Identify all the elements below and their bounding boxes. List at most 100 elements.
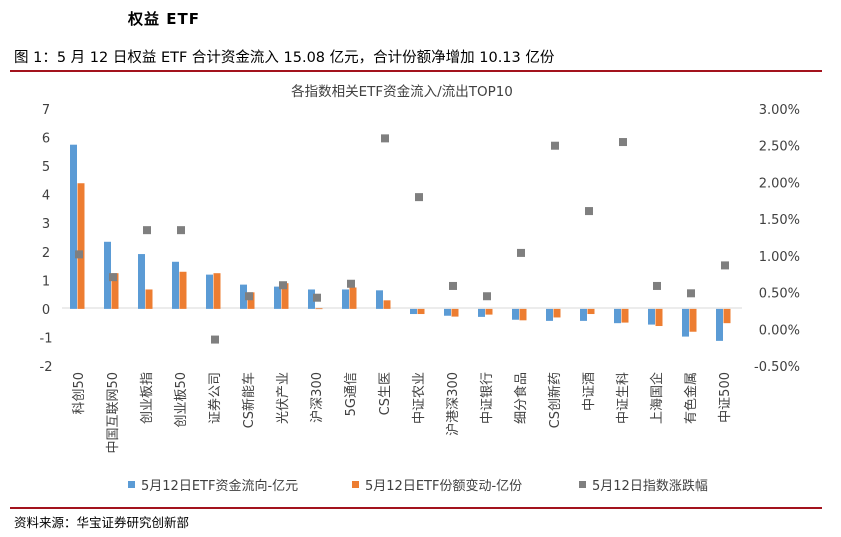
legend-label: 5月12日ETF资金流向-亿元 xyxy=(141,478,298,494)
share-change-bar xyxy=(281,283,289,309)
index-change-point xyxy=(449,281,457,290)
left-tick-label: 6 xyxy=(42,132,50,147)
category-label: 细分食品 xyxy=(513,372,529,424)
index-change-point xyxy=(483,292,491,301)
left-tick-label: 3 xyxy=(42,217,50,232)
fund-flow-bar xyxy=(274,286,281,309)
index-change-point xyxy=(653,281,661,290)
right-axis: -0.50% 0.00% 0.50% 1.00% 1.50% 2.00% 2.50% 3.00… xyxy=(754,103,800,375)
left-tick-label: 4 xyxy=(42,189,50,204)
index-change-point xyxy=(75,250,83,259)
index-change-point xyxy=(585,207,593,216)
fund-flow-bar xyxy=(342,289,349,309)
fund-flow-bar xyxy=(410,308,417,315)
fund-flow-bar xyxy=(682,308,689,337)
fund-flow-bar xyxy=(376,290,383,309)
left-tick-label: -1 xyxy=(40,331,53,346)
share-change-bar xyxy=(349,287,357,309)
left-axis: -2 -1 0 1 2 3 4 5 6 7 xyxy=(40,103,53,375)
share-change-bar xyxy=(553,308,561,318)
fund-flow-bar xyxy=(240,284,247,309)
legend-swatch xyxy=(579,481,586,488)
right-tick-label: 1.00% xyxy=(759,250,800,265)
right-tick-label: 1.50% xyxy=(759,213,800,228)
index-change-point xyxy=(347,279,355,288)
legend-label: 5月12日ETF份额变动-亿份 xyxy=(365,478,522,494)
share-change-bar xyxy=(383,300,391,309)
category-label: 有色金属 xyxy=(683,372,699,424)
top-rule xyxy=(10,70,822,72)
share-change-bar xyxy=(77,183,85,309)
fund-flow-bar xyxy=(206,274,213,309)
index-change-point xyxy=(313,293,321,302)
share-change-bar xyxy=(451,308,459,317)
left-tick-label: 0 xyxy=(42,303,50,318)
index-change-point xyxy=(619,138,627,147)
category-label: 中证农业 xyxy=(412,372,427,424)
right-tick-label: 0.00% xyxy=(759,323,800,338)
legend-label: 5月12日指数涨跌幅 xyxy=(592,478,708,494)
index-change-point xyxy=(245,292,253,301)
index-change-point xyxy=(177,226,185,235)
share-change-bar xyxy=(485,308,493,315)
index-change-point xyxy=(415,193,423,202)
category-label: 创业板指 xyxy=(140,372,155,424)
fund-flow-bar xyxy=(444,308,451,316)
share-change-bar xyxy=(723,308,731,324)
left-tick-label: 5 xyxy=(42,160,50,175)
right-tick-label: -0.50% xyxy=(754,360,800,375)
right-tick-label: 2.50% xyxy=(759,140,800,155)
index-change-point xyxy=(381,134,389,143)
category-label: 中证酒 xyxy=(582,372,597,411)
bar-series xyxy=(70,144,731,341)
fund-flow-bar xyxy=(648,308,655,325)
left-tick-label: -2 xyxy=(40,360,53,375)
right-tick-label: 3.00% xyxy=(759,103,800,118)
fund-flow-bar xyxy=(546,308,553,321)
index-change-point xyxy=(143,226,151,235)
category-label: CS新能车 xyxy=(241,372,257,428)
share-change-bar xyxy=(111,273,119,309)
fund-flow-bar xyxy=(614,308,621,324)
right-tick-label: 2.00% xyxy=(759,176,800,191)
index-change-point xyxy=(721,261,729,270)
fund-flow-bar xyxy=(138,254,145,309)
index-change-point xyxy=(279,281,287,290)
scatter-series xyxy=(75,134,729,344)
share-change-bar xyxy=(213,273,221,309)
chart-title: 各指数相关ETF资金流入/流出TOP10 xyxy=(291,84,513,100)
share-change-bar xyxy=(689,308,697,332)
category-label: CS生医 xyxy=(378,372,393,415)
index-change-point xyxy=(687,289,695,298)
category-label: 中证500 xyxy=(718,372,733,423)
left-tick-label: 2 xyxy=(42,246,50,261)
share-change-bar xyxy=(247,292,255,309)
fund-flow-bar xyxy=(70,144,77,309)
legend: 5月12日ETF资金流向-亿元 5月12日ETF份额变动-亿份 5月12日指数涨跌幅 xyxy=(128,478,708,494)
fund-flow-bar xyxy=(716,308,723,341)
index-change-point xyxy=(109,273,117,282)
category-label: 创业板50 xyxy=(174,372,189,428)
fund-flow-bar xyxy=(172,261,179,309)
category-label: 中国互联网50 xyxy=(106,372,121,454)
share-change-bar xyxy=(315,308,323,310)
category-label: 中证生科 xyxy=(616,372,631,424)
category-label: 证券公司 xyxy=(207,372,223,424)
share-change-bar xyxy=(621,308,629,323)
right-tick-label: 0.50% xyxy=(759,287,800,302)
share-change-bar xyxy=(179,271,187,309)
category-label: 上海国企 xyxy=(649,372,665,424)
category-label: 沪港深300 xyxy=(445,372,461,436)
share-change-bar xyxy=(587,308,595,315)
fund-flow-bar xyxy=(308,289,315,309)
fund-flow-bar xyxy=(478,308,485,317)
legend-swatch xyxy=(128,481,135,488)
category-label: 5G通信 xyxy=(344,372,359,416)
share-change-bar xyxy=(519,308,527,321)
share-change-bar xyxy=(417,308,425,315)
share-change-bar xyxy=(145,289,153,309)
legend-swatch xyxy=(352,481,359,488)
figure-title: 图 1：5 月 12 日权益 ETF 合计资金流入 15.08 亿元，合计份额净… xyxy=(14,50,555,66)
fund-flow-bar xyxy=(580,308,587,321)
